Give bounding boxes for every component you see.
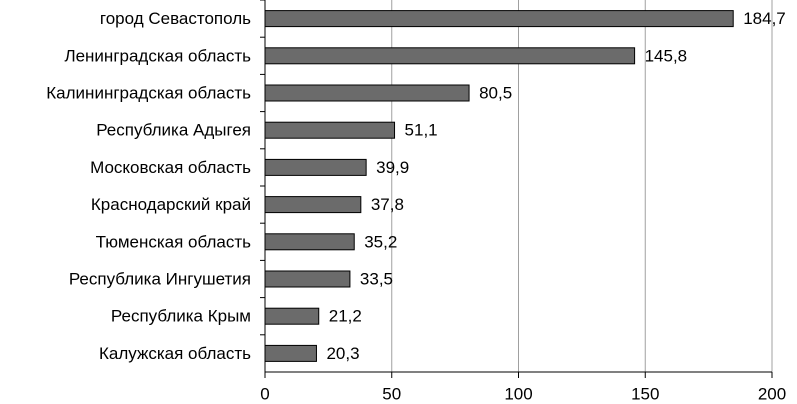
y-tick-label: Республика Адыгея bbox=[96, 121, 251, 140]
bar bbox=[264, 10, 734, 28]
bar bbox=[264, 121, 396, 139]
value-label: 39,9 bbox=[376, 158, 409, 177]
bar bbox=[264, 344, 317, 362]
y-tick-label: Калужская область bbox=[99, 344, 251, 363]
y-tick-label: Московская область bbox=[90, 158, 251, 177]
value-label: 37,8 bbox=[371, 195, 404, 214]
bar bbox=[264, 270, 351, 288]
y-tick-label: Республика Ингушетия bbox=[69, 269, 251, 288]
value-label: 21,2 bbox=[329, 307, 362, 326]
value-label: 33,5 bbox=[360, 269, 393, 288]
bar bbox=[264, 47, 636, 65]
bar bbox=[264, 233, 355, 251]
y-tick-label: Тюменская область bbox=[96, 232, 252, 251]
bar bbox=[264, 84, 470, 102]
x-tick-label: 100 bbox=[504, 384, 532, 403]
y-tick-label: Калининградская область bbox=[46, 83, 251, 102]
x-tick-label: 200 bbox=[758, 384, 786, 403]
x-tick-label: 0 bbox=[260, 384, 269, 403]
bar bbox=[264, 158, 367, 176]
bar bbox=[264, 196, 362, 214]
value-label: 35,2 bbox=[364, 232, 397, 251]
value-label: 51,1 bbox=[405, 121, 438, 140]
x-tick-label: 150 bbox=[631, 384, 659, 403]
y-tick-label: Ленинградская область bbox=[64, 46, 251, 65]
bar bbox=[264, 307, 320, 325]
y-tick-label: Республика Крым bbox=[111, 307, 251, 326]
value-label: 20,3 bbox=[326, 344, 359, 363]
y-tick-label: город Севастополь bbox=[100, 9, 251, 28]
value-label: 145,8 bbox=[645, 46, 688, 65]
y-tick-label: Краснодарский край bbox=[91, 195, 251, 214]
x-tick-label: 50 bbox=[382, 384, 401, 403]
value-label: 80,5 bbox=[479, 83, 512, 102]
value-label: 184,7 bbox=[743, 9, 786, 28]
